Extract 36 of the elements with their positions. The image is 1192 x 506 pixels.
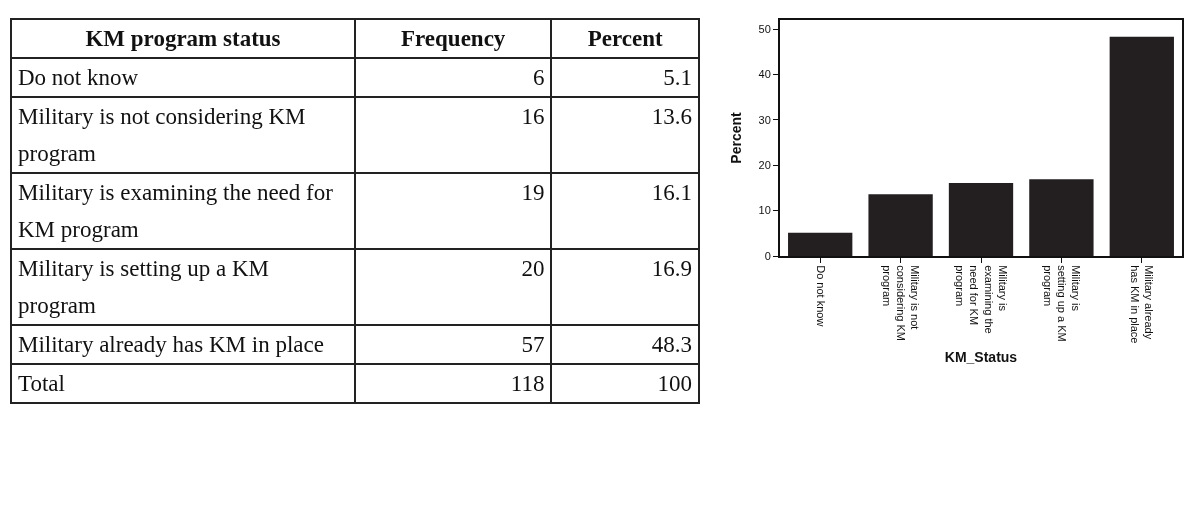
y-tick-label: 50 bbox=[758, 22, 771, 35]
text: Frequency bbox=[355, 19, 552, 58]
data-label: 48.3 bbox=[551, 325, 699, 364]
data-label: 13.6 bbox=[551, 97, 699, 173]
x-tick-label: Military is setting up a KM program bbox=[1041, 265, 1083, 342]
data-label: 20 bbox=[355, 249, 552, 325]
data-label: 57 bbox=[355, 325, 552, 364]
data-label: 100 bbox=[551, 364, 699, 403]
y-axis-title: Percent bbox=[728, 111, 744, 164]
x-tick-label: Do not know bbox=[814, 265, 827, 327]
y-tick-label: 10 bbox=[758, 204, 771, 217]
text: KM program status bbox=[11, 19, 355, 58]
category-label: Do not know bbox=[11, 58, 355, 97]
bar bbox=[788, 232, 853, 256]
data-label: 19 bbox=[355, 173, 552, 249]
category-label: Military is not considering KM program bbox=[11, 97, 355, 173]
y-tick-label: 40 bbox=[758, 68, 771, 81]
data-label: 16.1 bbox=[551, 173, 699, 249]
bar bbox=[1029, 179, 1094, 256]
data-label: 5.1 bbox=[551, 58, 699, 97]
bar bbox=[868, 194, 933, 256]
data-label: 16 bbox=[355, 97, 552, 173]
data-label: 16.9 bbox=[551, 249, 699, 325]
y-tick-label: 0 bbox=[764, 249, 771, 262]
category-label: Total bbox=[11, 364, 355, 403]
x-tick-label: Military is not considering KM program bbox=[880, 265, 922, 342]
category-label: Military is examining the need for KM program bbox=[11, 173, 355, 249]
text: Percent bbox=[551, 19, 699, 58]
x-axis-title: KM_Status bbox=[944, 349, 1018, 366]
y-tick-label: 30 bbox=[758, 113, 771, 126]
data-label: 118 bbox=[355, 364, 552, 403]
y-tick-label: 20 bbox=[758, 159, 771, 172]
bar bbox=[1109, 36, 1174, 256]
bar bbox=[948, 182, 1014, 256]
data-label: 6 bbox=[355, 58, 552, 97]
x-tick-label: Military is examining the need for KM program bbox=[953, 265, 1009, 334]
